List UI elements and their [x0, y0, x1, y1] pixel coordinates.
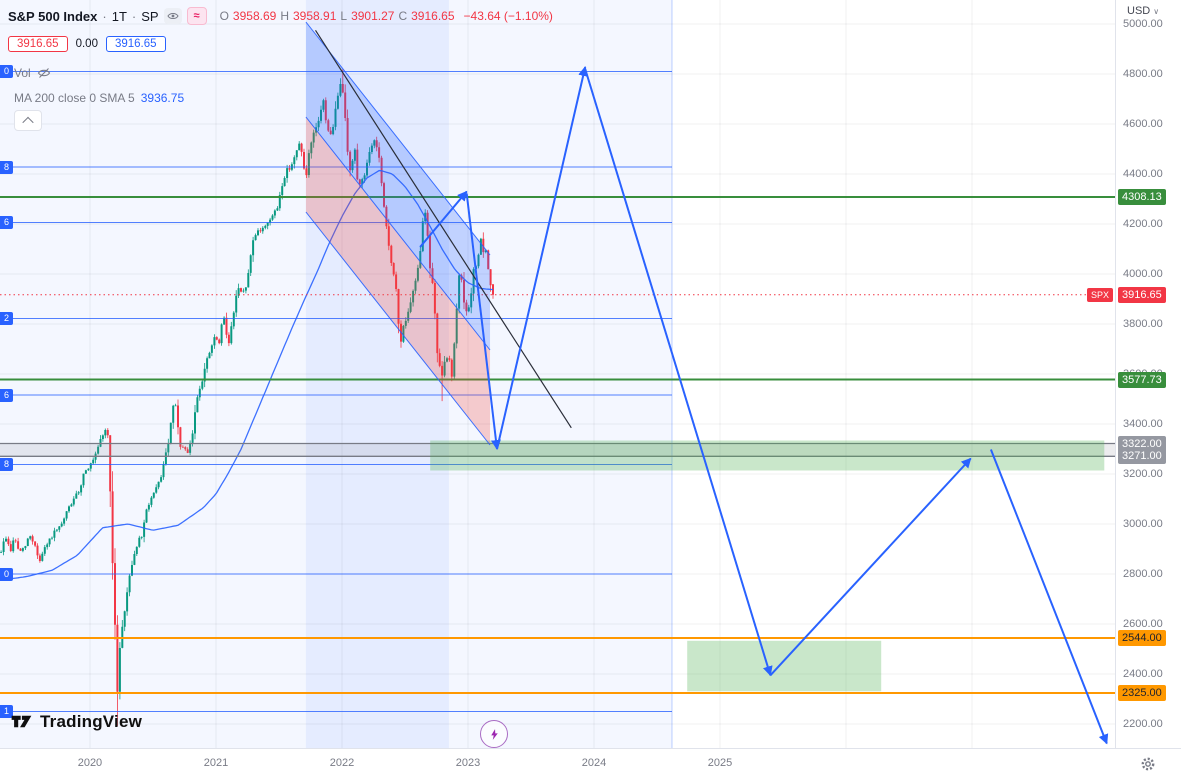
tradingview-logo[interactable]: TradingView: [10, 710, 142, 733]
currency-label: USD: [1127, 5, 1151, 17]
flash-button[interactable]: [480, 720, 508, 748]
projection-arrow[interactable]: [465, 193, 501, 450]
tradingview-logo-mark: [11, 715, 32, 728]
symbol-legend-row: S&P 500 Index · 1T · SP ≈ O 3958.69 H 39…: [8, 6, 553, 26]
time-tick-label: 2025: [707, 757, 733, 769]
eye-slash-icon[interactable]: [37, 66, 51, 80]
close-value: 3916.65: [411, 9, 455, 23]
target-zone-2[interactable]: [687, 640, 882, 692]
chart-canvas[interactable]: [0, 0, 1115, 748]
time-tick-label: 2022: [329, 757, 355, 769]
clipped-level-price-tag: 6: [0, 216, 14, 229]
price-box-spread: 0.00: [75, 38, 98, 50]
parallel-channel[interactable]: [305, 21, 491, 446]
price-tick-label: 3200.00: [1123, 468, 1163, 480]
clipped-level-price-tag: 6: [0, 388, 14, 402]
symbol-price-flag: SPX: [1087, 288, 1114, 302]
eye-badge-icon[interactable]: [163, 8, 182, 24]
currency-selector[interactable]: USD ∨: [1124, 5, 1163, 17]
separator: ·: [102, 8, 107, 24]
gray-band-price-tag[interactable]: 3322.00: [1118, 435, 1166, 452]
chevron-down-icon: ∨: [1153, 6, 1160, 16]
time-tick-label: 2023: [455, 757, 481, 769]
green-level-price-tag[interactable]: 4308.13: [1118, 188, 1166, 205]
projection-arrow[interactable]: [496, 66, 589, 450]
high-label: H: [280, 9, 289, 23]
settings-gear-icon[interactable]: [1138, 754, 1158, 774]
price-tick-label: 3400.00: [1123, 418, 1163, 430]
target-zone-1[interactable]: [430, 440, 1105, 471]
ma-indicator-label[interactable]: MA 200 close 0 SMA 5: [14, 91, 135, 105]
lightning-bolt-icon: [490, 728, 498, 740]
time-tick-label: 2020: [77, 757, 103, 769]
price-tick-label: 2200.00: [1123, 718, 1163, 730]
low-value: 3901.27: [351, 9, 395, 23]
candlestick-series: [0, 69, 495, 726]
price-tick-label: 4200.00: [1123, 218, 1163, 230]
time-axis[interactable]: 2020 2021 2022 2023 2024 2025: [0, 748, 1181, 778]
symbol-title[interactable]: S&P 500 Index: [8, 8, 98, 24]
price-tick-label: 4400.00: [1123, 168, 1163, 180]
orange-level-price-tag[interactable]: 2544.00: [1118, 630, 1166, 646]
clipped-level-price-tag: 0: [0, 65, 14, 78]
price-boxes-row: 3916.65 0.00 3916.65: [8, 34, 166, 54]
chevron-up-icon: [22, 116, 34, 128]
price-tick-label: 2400.00: [1123, 668, 1163, 680]
eye-icon: [166, 12, 179, 20]
price-tick-label: 3800.00: [1123, 318, 1163, 330]
time-tick-label: 2024: [581, 757, 607, 769]
clipped-level-price-tag: 8: [0, 458, 14, 471]
last-price-tag[interactable]: 3916.65: [1118, 286, 1166, 303]
green-level-price-tag[interactable]: 3577.73: [1118, 371, 1166, 388]
price-tick-label: 2600.00: [1123, 618, 1163, 630]
gray-band-price-tag[interactable]: 3271.00: [1118, 448, 1166, 465]
approx-badge[interactable]: ≈: [186, 7, 207, 25]
blue-level-lines[interactable]: [0, 70, 672, 712]
exchange-label: SP: [141, 8, 159, 24]
trendline[interactable]: [314, 29, 572, 429]
tradingview-logo-text: TradingView: [40, 711, 143, 731]
orange-level-price-tag[interactable]: 2325.00: [1118, 684, 1166, 701]
price-tick-label: 4600.00: [1123, 118, 1163, 130]
ma-legend-row: MA 200 close 0 SMA 5 3936.75: [14, 89, 184, 107]
clipped-level-price-tag: 8: [0, 160, 14, 174]
projection-arrow[interactable]: [769, 457, 972, 676]
volume-legend-row: Vol: [14, 64, 51, 82]
price-tick-label: 3000.00: [1123, 518, 1163, 530]
price-box-red[interactable]: 3916.65: [8, 36, 68, 52]
time-tick-label: 2021: [203, 757, 229, 769]
gray-price-band[interactable]: [0, 442, 1115, 457]
highlight-region: [305, 0, 449, 748]
interval-label[interactable]: 1T: [111, 8, 127, 24]
change-value: −43.64 (−1.10%): [463, 9, 553, 23]
price-box-blue[interactable]: 3916.65: [105, 36, 166, 52]
open-value: 3958.69: [232, 9, 277, 23]
high-value: 3958.91: [292, 9, 337, 23]
separator: ·: [131, 8, 137, 24]
gridlines: [0, 0, 1115, 748]
projection-arrow[interactable]: [584, 68, 773, 677]
open-label: O: [219, 9, 229, 23]
projection-arrow[interactable]: [989, 449, 1109, 745]
price-tick-label: 4000.00: [1123, 268, 1163, 280]
low-label: L: [340, 9, 348, 23]
price-tick-label: 2800.00: [1123, 568, 1163, 580]
ma-indicator-value: 3936.75: [140, 91, 185, 105]
price-axis[interactable]: 5000.00 4800.00 4600.00 4400.00 4200.00 4000.…: [1115, 0, 1181, 748]
price-tick-label: 4800.00: [1123, 68, 1163, 80]
price-tick-label: 5000.00: [1123, 18, 1163, 30]
projection-arrows[interactable]: [419, 66, 1109, 745]
clipped-level-price-tag: 2: [0, 312, 14, 325]
legend-collapse-button[interactable]: [14, 110, 42, 131]
ohlc-readout: O 3958.69 H 3958.91 L 3901.27 C 3916.65: [220, 9, 455, 23]
clipped-level-price-tag: 0: [0, 567, 14, 581]
projection-arrow[interactable]: [419, 190, 468, 248]
clipped-level-price-tag: 1: [0, 704, 14, 718]
volume-label[interactable]: Vol: [14, 66, 31, 80]
close-label: C: [398, 9, 408, 23]
ma-200-line[interactable]: [0, 169, 494, 581]
